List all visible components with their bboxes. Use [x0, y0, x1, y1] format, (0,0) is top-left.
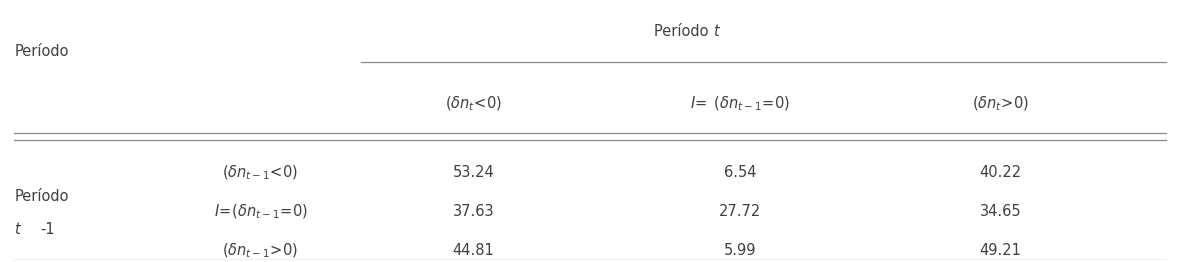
Text: 49.21: 49.21 [979, 243, 1022, 258]
Text: t: t [14, 222, 20, 237]
Text: $(\delta n_{t-1}\!<\!0)$: $(\delta n_{t-1}\!<\!0)$ [223, 163, 298, 182]
Text: 37.63: 37.63 [452, 204, 495, 219]
Text: 5.99: 5.99 [723, 243, 757, 258]
Text: 27.72: 27.72 [719, 204, 761, 219]
Text: $I\!=\!(\delta n_{t-1}\!=\!0)$: $I\!=\!(\delta n_{t-1}\!=\!0)$ [213, 203, 308, 221]
Text: $(\delta n_t\!<\!0)$: $(\delta n_t\!<\!0)$ [445, 95, 502, 113]
Text: $I\!=\;(\delta n_{t-1}\!=\!0)$: $I\!=\;(\delta n_{t-1}\!=\!0)$ [690, 95, 790, 113]
Text: -1: -1 [40, 222, 54, 237]
Text: $(\delta n_t\!>\!0)$: $(\delta n_t\!>\!0)$ [972, 95, 1029, 113]
Text: 53.24: 53.24 [452, 165, 495, 180]
Text: 40.22: 40.22 [979, 165, 1022, 180]
Text: $(\delta n_{t-1}\!>\!0)$: $(\delta n_{t-1}\!>\!0)$ [223, 242, 298, 260]
Text: Período: Período [655, 24, 713, 39]
Text: Período: Período [14, 45, 69, 59]
Text: 44.81: 44.81 [452, 243, 495, 258]
Text: t: t [713, 24, 719, 39]
Text: 34.65: 34.65 [979, 204, 1022, 219]
Text: 6.54: 6.54 [723, 165, 757, 180]
Text: Período: Período [14, 189, 69, 204]
